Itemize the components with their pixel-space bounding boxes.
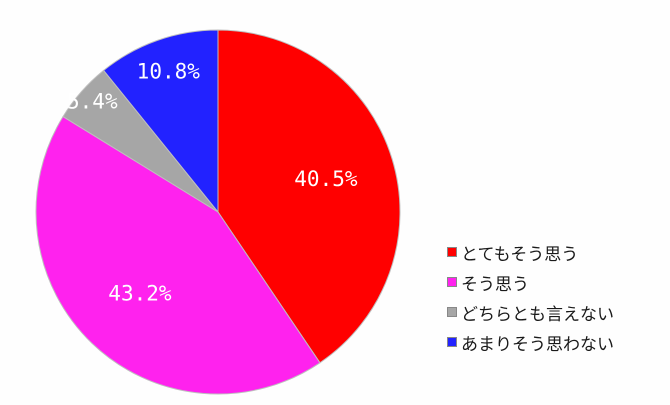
data-label: 10.8% bbox=[137, 59, 201, 83]
data-label: 43.2% bbox=[108, 281, 172, 305]
legend-item: どちらとも言えない bbox=[447, 301, 614, 325]
legend-label: そう思う bbox=[461, 274, 529, 295]
data-label: 5.4% bbox=[67, 89, 118, 113]
legend-item: あまりそう思わない bbox=[447, 331, 614, 355]
legend-item: そう思う bbox=[447, 271, 614, 295]
pie-slice bbox=[102, 29, 219, 214]
legend-label: とてもそう思う bbox=[461, 244, 579, 265]
legend-swatch bbox=[447, 277, 457, 287]
legend-swatch bbox=[447, 247, 457, 257]
chart-legend: とてもそう思う そう思う どちらとも言えない あまりそう思わない bbox=[447, 241, 614, 361]
legend-swatch bbox=[447, 307, 457, 317]
pie-slice bbox=[217, 29, 401, 364]
data-label: 40.5% bbox=[294, 167, 358, 191]
legend-swatch bbox=[447, 337, 457, 347]
pie-slice bbox=[35, 115, 321, 395]
legend-item: とてもそう思う bbox=[447, 241, 614, 265]
legend-label: どちらとも言えない bbox=[461, 304, 614, 325]
legend-label: あまりそう思わない bbox=[461, 334, 614, 355]
